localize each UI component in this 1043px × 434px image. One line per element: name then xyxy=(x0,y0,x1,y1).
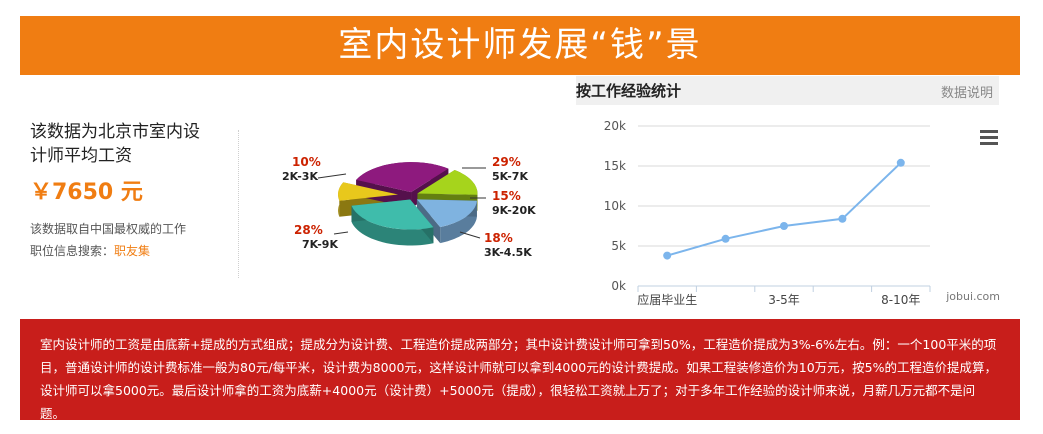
pie-slice xyxy=(417,170,478,195)
menu-bar xyxy=(980,136,998,139)
chart-menu-icon[interactable] xyxy=(980,130,998,146)
pie-slice xyxy=(351,199,434,230)
pie-category-label: 3K-4.5K xyxy=(484,246,532,259)
pie-slice xyxy=(356,162,449,193)
chart-credit: jobui.com xyxy=(945,290,1000,303)
salary-explanation: 室内设计师的工资是由底薪+提成的方式组成；提成分为设计费、工程造价提成两部分；其… xyxy=(20,319,1020,421)
salary-heading: 该数据为北京市室内设计师平均工资 xyxy=(30,122,200,166)
chart-panel-header: 按工作经验统计 数据说明 xyxy=(576,76,999,105)
y-tick-label: 0k xyxy=(611,279,626,293)
salary-search-line: 职位信息搜索：职友集 xyxy=(30,240,230,262)
pie-slice-side xyxy=(440,200,477,244)
series-line xyxy=(666,162,902,257)
chart-panel-title: 按工作经验统计 xyxy=(576,82,682,100)
x-tick-label: 8-10年 xyxy=(881,293,920,307)
salary-source: 该数据取自中国最权威的工作 职位信息搜索：职友集 xyxy=(30,218,230,262)
x-tick-label: 3-5年 xyxy=(768,293,800,307)
pie-value-label: 15% xyxy=(492,189,521,203)
pie-slice-edge xyxy=(416,199,441,244)
pie-value-label: 29% xyxy=(492,155,521,169)
data-point xyxy=(663,251,672,260)
y-tick-label: 20k xyxy=(604,119,626,133)
pie-value-label: 10% xyxy=(292,155,321,169)
pie-leader-line xyxy=(459,231,481,239)
line-chart-svg: 0k 5k 10k 15k 20k 应届毕业生 3-5年 8-10年 jobui.com xyxy=(604,119,1000,307)
divider xyxy=(238,130,239,278)
y-tick-label: 10k xyxy=(604,199,626,213)
menu-bar xyxy=(980,142,998,145)
data-point xyxy=(896,158,905,167)
pie-chart-svg: 10%2K-3K 29%5K-7K 15%9K-20K 18%3K-4.5K 28%7K… xyxy=(282,155,536,259)
menu-bar xyxy=(980,130,998,133)
banner-title: 室内设计师发展“钱”景 xyxy=(20,16,1020,75)
pie-category-label: 2K-3K xyxy=(282,170,318,183)
line-chart: 0k 5k 10k 15k 20k 应届毕业生 3-5年 8-10年 jobui.com xyxy=(576,108,1006,310)
y-tick-label: 15k xyxy=(604,159,626,173)
pie-value-label: 28% xyxy=(294,223,323,237)
data-point xyxy=(838,214,847,223)
x-tick-label: 应届毕业生 xyxy=(637,292,697,307)
salary-source-text: 该数据取自中国最权威的工作 xyxy=(30,222,187,236)
pie-slice xyxy=(416,199,477,228)
salary-summary: 该数据为北京市室内设计师平均工资 ￥7650 元 该数据取自中国最权威的工作 职… xyxy=(30,120,230,262)
salary-amount: ￥7650 元 xyxy=(30,180,143,205)
pie-slice-side xyxy=(351,205,434,246)
data-description-link[interactable]: 数据说明 xyxy=(940,86,993,101)
pie-category-label: 5K-7K xyxy=(492,170,528,183)
data-point xyxy=(780,222,788,230)
pie-category-label: 7K-9K xyxy=(302,238,338,251)
salary-search-prefix: 职位信息搜索： xyxy=(30,244,115,258)
data-point xyxy=(721,234,730,243)
pie-chart: 10% 2K-3K 29% 5K-7K 15% 9K-20K 18% 3K-4.5K 28% 7K… xyxy=(270,140,560,270)
pie-value-label: 18% xyxy=(484,231,513,245)
pie-leader-line xyxy=(317,173,347,179)
y-tick-label: 5k xyxy=(611,239,626,253)
pie-category-label: 9K-20K xyxy=(492,204,536,217)
jobui-link[interactable]: 职友集 xyxy=(114,244,151,258)
pie-slice xyxy=(338,182,399,201)
pie-leader-line xyxy=(333,231,349,235)
